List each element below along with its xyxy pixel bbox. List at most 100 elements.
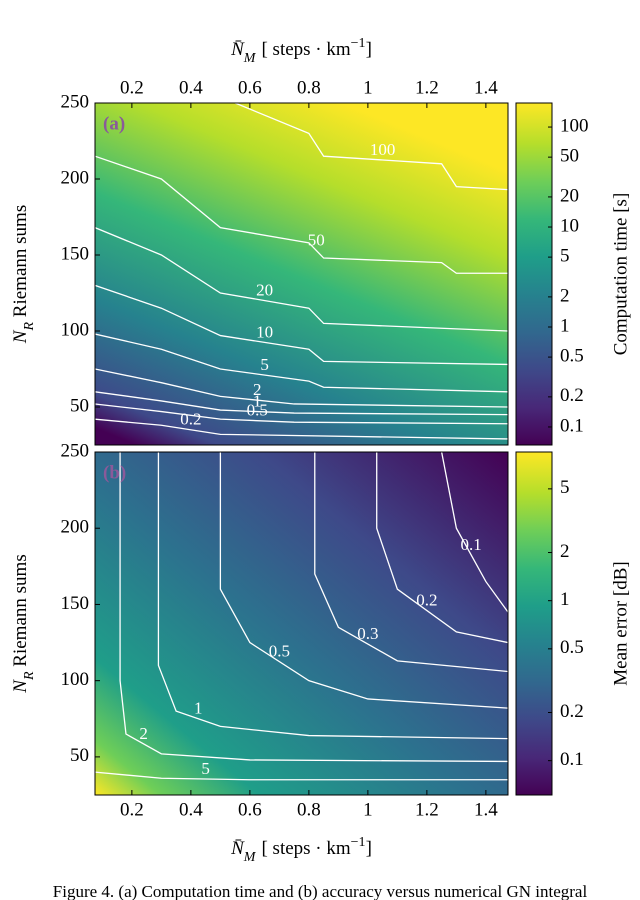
colorbar-tick-label: 0.1 [560,749,584,770]
contour-line [95,284,508,366]
x-tick-label: 0.6 [238,77,262,98]
contour-label: 0.5 [247,401,268,420]
contours: 0.2 0.512 5 10 20 50 100 [95,103,508,440]
y-label-symbol: N [10,679,31,694]
contour-label: 2 [139,724,148,743]
contour-label: 10 [256,322,273,341]
x-tick-label: 1 [363,799,373,820]
colorbar-tick-label: 0.2 [560,385,584,406]
contour-label: 0.2 [416,590,437,609]
x-label-sub: M [243,850,257,865]
x-tick-label: 1.2 [415,77,439,98]
y-tick-label: 100 [61,319,90,340]
contour-line [95,418,508,440]
heatmap [95,452,508,795]
colorbar [515,451,553,796]
colorbar-tick-label: 1 [560,315,570,336]
colorbar-tick-label: 2 [560,541,570,562]
plot-frame [94,451,509,796]
y-label-sub: R [22,671,37,681]
contour-line [95,403,508,425]
colorbar-tick-label: 100 [560,115,589,136]
colorbar-tick-label: 2 [560,285,570,306]
y-tick-label: 150 [61,243,90,264]
contour-line [119,452,508,763]
y-label-text: Riemann sums [10,205,31,322]
x-tick-label: 0.4 [179,799,203,820]
y-label-text: Riemann sums [10,554,31,671]
contour-label: 0.2 [180,410,201,429]
x-label-sup: −1 [351,36,366,51]
panel-label: (a) [103,113,125,134]
contour-label: 1 [194,699,203,718]
x-tick-label: 0.2 [120,799,144,820]
x-tick-label: 1 [363,77,373,98]
x-label-close: ] [366,838,372,859]
x-tick-label: 1.2 [415,799,439,820]
x-tick-label: 0.8 [297,77,321,98]
x-axis-label: N̄M [ steps · km−1] [230,36,372,66]
x-tick-label: 0.4 [179,77,203,98]
contour-label: 20 [256,281,273,300]
y-label-sub: R [22,322,37,332]
contour-label: 0.5 [269,642,290,661]
colorbar-label: Mean error [dB] [610,561,631,686]
x-label-close: ] [366,39,372,60]
contour-line [95,771,508,781]
contour-line [157,452,508,740]
x-label-symbol: N̄ [230,39,245,60]
x-tick-label: 0.8 [297,799,321,820]
colorbar-tick-label: 10 [560,215,579,236]
y-tick-label: 50 [70,395,89,416]
y-tick-label: 150 [61,593,90,614]
contour-label: 5 [201,759,210,778]
x-axis-label: N̄M [ steps · km−1] [230,835,372,865]
x-label-sup: −1 [351,835,366,850]
plot-frame [94,102,509,446]
contour-line [234,103,508,191]
y-label-symbol: N [10,329,31,344]
colorbar-tick-label: 0.2 [560,701,584,722]
y-tick-label: 50 [70,745,89,766]
contours: 5 2 1 0.5 0.3 0.2 0.1 [95,452,508,781]
y-axis-label: NR Riemann sums [10,554,36,693]
x-tick-label: 1.4 [474,77,498,98]
y-tick-label: 100 [61,669,90,690]
y-axis-label: NR Riemann sums [10,205,36,344]
colorbar-tick-label: 0.5 [560,637,584,658]
colorbar [515,102,553,446]
panel-label: (b) [103,462,126,483]
contour-label: 50 [308,230,325,249]
contour-label: 0.1 [461,535,482,554]
colorbar-tick-label: 1 [560,589,570,610]
y-tick-label: 250 [61,91,90,112]
contour-line [95,391,508,416]
contour-line [95,227,508,332]
x-label-unit: [ steps · km [261,39,350,60]
contour-label: 2 [253,380,262,399]
contour-label: 0.3 [357,624,378,643]
colorbar-tick-label: 5 [560,477,570,498]
x-tick-label: 0.2 [120,77,144,98]
x-tick-label: 1.4 [474,799,498,820]
x-label-unit: [ steps · km [261,838,350,859]
contour-line [376,452,508,644]
contour-label: 5 [260,355,269,374]
colorbar-tick-label: 5 [560,245,570,266]
colorbar-tick-label: 0.1 [560,415,584,436]
y-tick-label: 200 [61,517,90,538]
contour-line [95,333,508,393]
caption: Figure 4. (a) Computation time and (b) a… [53,882,588,900]
contour-line [314,452,508,673]
colorbar-label: Computation time [s] [610,193,631,356]
contour-line [219,452,508,709]
colorbar-tick-label: 50 [560,146,579,167]
contour-label: 100 [370,140,396,159]
contour-line [440,452,508,613]
x-label-symbol: N̄ [230,838,245,859]
contour-label: 1 [253,391,262,410]
x-tick-label: 0.6 [238,799,262,820]
y-tick-label: 250 [61,440,90,461]
